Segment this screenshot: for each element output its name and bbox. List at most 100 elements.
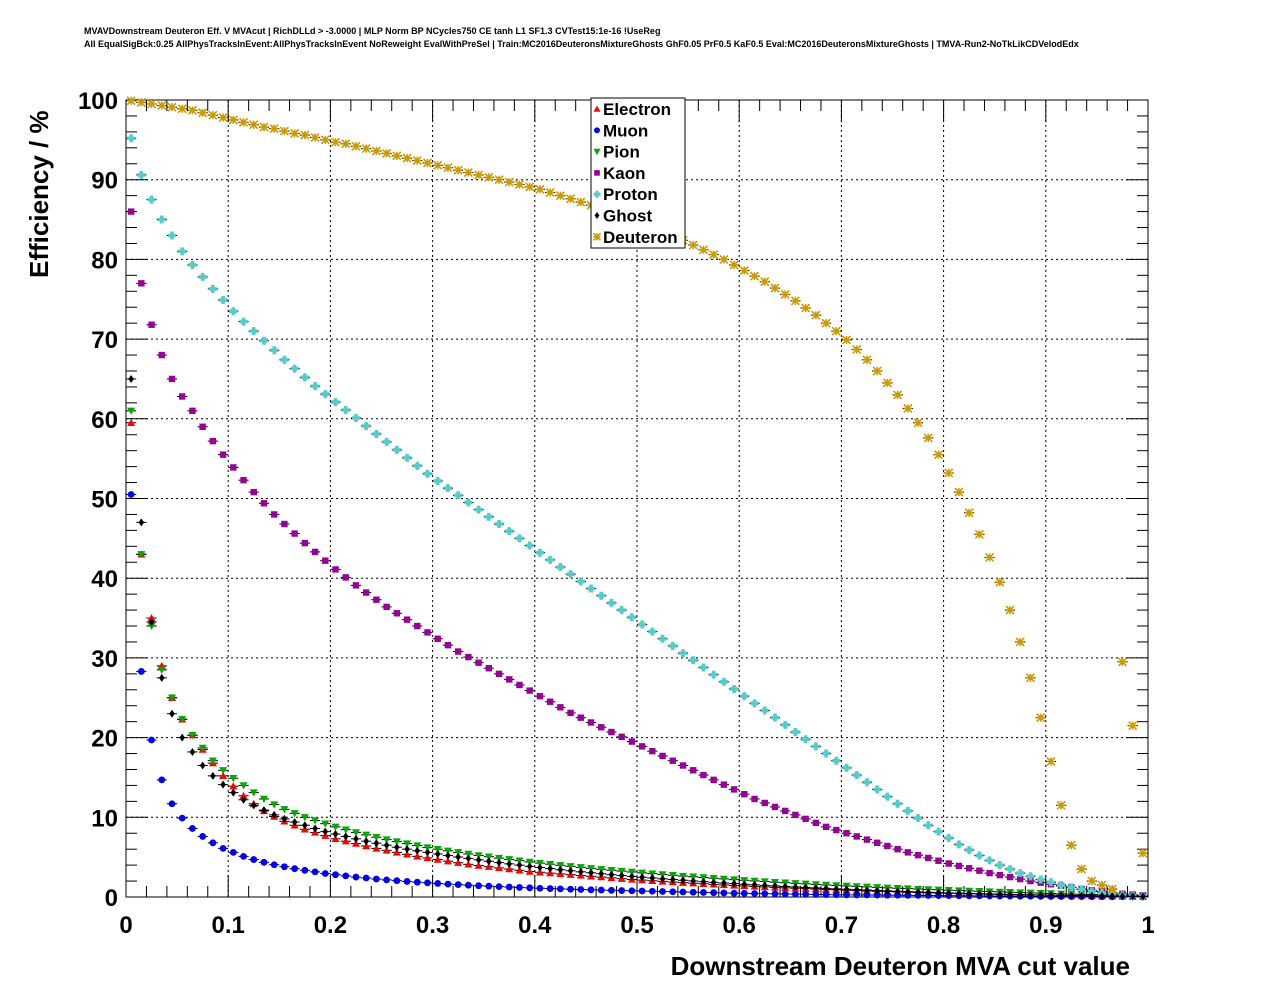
- data-point-ghost: [598, 869, 605, 878]
- data-point-pion: [607, 867, 616, 875]
- data-point-ghost: [680, 876, 686, 885]
- data-point-kaon: [700, 771, 707, 779]
- data-point-muon: [485, 882, 493, 890]
- data-point-deuteron: [433, 160, 443, 170]
- data-point-muon: [822, 891, 830, 899]
- data-point-ghost: [394, 843, 400, 852]
- data-point-ghost: [823, 884, 829, 893]
- data-point-proton: [617, 606, 626, 615]
- data-point-muon: [311, 868, 319, 876]
- data-point-kaon: [945, 860, 952, 867]
- data-point-proton: [719, 677, 728, 686]
- data-point-kaon: [199, 423, 206, 430]
- data-point-ghost: [158, 673, 165, 682]
- data-point-muon: [781, 890, 789, 898]
- data-point-proton: [689, 656, 698, 665]
- data-point-deuteron: [351, 141, 361, 151]
- data-point-pion: [576, 864, 585, 872]
- data-point-ghost: [1088, 891, 1095, 900]
- data-point-proton: [852, 771, 861, 780]
- data-point-ghost: [516, 861, 523, 870]
- data-point-ghost: [802, 883, 809, 892]
- data-point-deuteron: [167, 102, 177, 112]
- data-point-ghost: [864, 886, 870, 895]
- data-point-ghost: [526, 862, 533, 871]
- data-point-kaon: [127, 208, 135, 215]
- data-point-ghost: [976, 889, 983, 898]
- data-point-ghost: [547, 864, 553, 873]
- data-point-proton: [597, 591, 606, 600]
- data-point-pion: [178, 716, 187, 724]
- y-tick-label: 40: [91, 566, 118, 593]
- data-point-ghost: [853, 885, 860, 894]
- data-point-proton: [791, 728, 800, 737]
- data-point-deuteron: [514, 179, 525, 190]
- data-point-pion: [535, 859, 544, 868]
- data-point-muon: [301, 866, 309, 874]
- data-point-kaon: [996, 871, 1004, 879]
- data-point-electron: [341, 837, 350, 845]
- data-point-kaon: [843, 830, 850, 837]
- y-tick-label: 10: [91, 805, 118, 832]
- data-point-ghost: [486, 857, 492, 866]
- data-point-kaon: [414, 622, 421, 630]
- data-point-deuteron: [760, 277, 770, 287]
- data-point-kaon: [679, 762, 687, 769]
- data-point-deuteron: [1046, 756, 1056, 767]
- data-point-electron: [239, 791, 248, 799]
- data-point-muon: [628, 887, 636, 895]
- data-point-proton: [842, 763, 851, 772]
- data-point-kaon: [1027, 877, 1034, 885]
- data-point-proton: [341, 406, 350, 415]
- data-point-deuteron: [545, 187, 555, 198]
- data-point-kaon: [219, 451, 227, 458]
- data-point-kaon: [976, 867, 983, 874]
- data-point-proton: [1077, 885, 1086, 894]
- data-point-deuteron: [525, 182, 535, 192]
- data-point-ghost: [445, 851, 451, 860]
- data-point-kaon: [403, 616, 411, 623]
- data-point-deuteron: [749, 271, 760, 281]
- data-point-deuteron: [688, 240, 698, 250]
- data-point-ghost: [1037, 890, 1044, 899]
- data-point-muon: [679, 888, 687, 896]
- data-point-proton: [862, 778, 871, 787]
- data-point-ghost: [588, 868, 594, 877]
- data-point-muon: [260, 858, 268, 866]
- data-point-ghost: [721, 878, 727, 887]
- data-point-deuteron: [474, 170, 484, 180]
- data-point-deuteron: [1138, 848, 1148, 858]
- x-tick-label: 0.3: [416, 912, 449, 939]
- data-point-muon: [352, 873, 360, 881]
- data-point-proton: [280, 355, 289, 364]
- data-point-ghost: [506, 859, 513, 868]
- data-point-ghost: [383, 841, 390, 850]
- data-point-kaon: [741, 790, 748, 798]
- data-point-kaon: [761, 799, 768, 807]
- data-point-kaon: [260, 500, 268, 507]
- data-point-pion: [515, 857, 524, 865]
- data-point-kaon: [853, 833, 860, 840]
- data-point-deuteron: [719, 254, 729, 264]
- data-point-ghost: [1027, 890, 1034, 899]
- data-point-kaon: [812, 819, 820, 827]
- data-point-muon: [740, 889, 748, 897]
- data-point-electron: [474, 861, 483, 869]
- data-point-electron: [546, 869, 555, 877]
- data-point-kaon: [148, 321, 155, 328]
- data-point-muon: [751, 890, 758, 897]
- data-point-deuteron: [279, 126, 289, 136]
- data-point-deuteron: [872, 366, 882, 376]
- data-point-muon: [608, 886, 615, 894]
- data-point-muon: [281, 863, 288, 871]
- data-point-electron: [515, 866, 524, 874]
- data-point-kaon: [730, 786, 738, 793]
- data-point-ghost: [618, 871, 625, 880]
- data-point-proton: [995, 861, 1004, 870]
- x-tick-label: 0.4: [518, 912, 552, 939]
- data-point-proton: [954, 840, 963, 849]
- data-point-kaon: [925, 854, 932, 862]
- data-point-pion: [290, 810, 299, 818]
- data-point-ghost: [761, 881, 768, 890]
- grid-lines: [126, 100, 1148, 897]
